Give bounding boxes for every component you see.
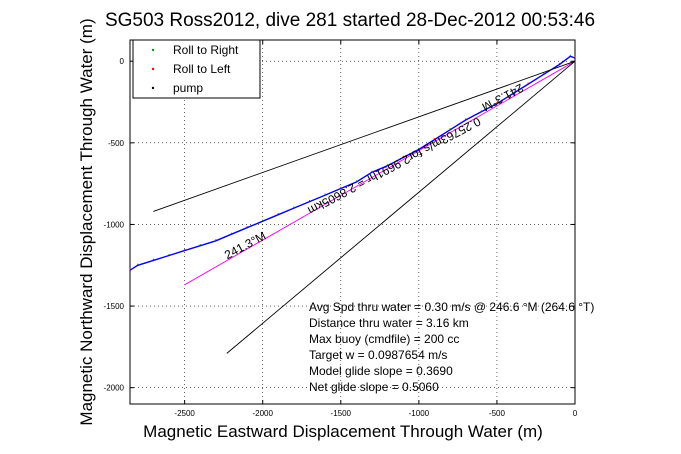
legend-marker <box>151 67 155 71</box>
y-axis-label: Magnetic Northward Displacement Through … <box>77 18 96 425</box>
track-point <box>402 155 404 158</box>
legend-label: Roll to Left <box>173 62 231 76</box>
track-point <box>433 137 436 140</box>
series-line-2 <box>153 60 576 212</box>
track-point <box>480 110 482 112</box>
track-point <box>340 186 342 189</box>
annotation-text: 0.25763m/s for2.9691hr = 2.8605km <box>305 114 483 217</box>
series-line-0 <box>129 55 576 271</box>
track-point <box>543 72 545 74</box>
track-point <box>569 54 571 56</box>
track-point <box>199 244 201 246</box>
track-point <box>184 248 186 251</box>
track-point <box>137 263 139 265</box>
stats-line: Max buoy (cmdfile) = 200 cc <box>309 332 459 346</box>
annotations: 241.3°M0.25763m/s for2.9691hr = 2.8605km… <box>222 81 526 262</box>
track-point <box>277 213 279 215</box>
track-point <box>465 118 467 120</box>
x-tick-label: -1500 <box>331 409 352 418</box>
track-point <box>215 239 217 241</box>
x-tick-label: -2000 <box>252 409 273 418</box>
track-point <box>129 268 131 270</box>
y-tick-label: -1000 <box>104 220 125 229</box>
data-series <box>129 54 576 354</box>
track-point <box>355 180 358 182</box>
y-tick-label: -2000 <box>104 384 125 393</box>
track-point <box>293 206 295 208</box>
plot-area <box>129 39 576 405</box>
stats-block: Avg Spd thru water = 0.30 m/s @ 246.6 °M… <box>309 300 594 394</box>
x-tick-label: -500 <box>489 409 506 418</box>
annotation-text: 241.3°M <box>480 81 526 114</box>
legend-label: Roll to Right <box>173 43 239 57</box>
x-tick-label: 0 <box>573 409 578 418</box>
track-point <box>574 56 576 58</box>
y-ticks: 0 -500 -1000 -1500 -2000 <box>104 57 575 393</box>
stats-line: Distance thru water = 3.16 km <box>309 316 469 330</box>
track-point <box>324 193 326 195</box>
track-point <box>230 232 233 234</box>
stats-line: Target w = 0.0987654 m/s <box>309 348 447 362</box>
legend-marker <box>151 48 155 52</box>
legend: Roll to Right Roll to Left pump <box>132 39 261 99</box>
chart-title: SG503 Ross2012, dive 281 started 28-Dec-… <box>105 10 595 31</box>
series-line-3 <box>226 60 576 354</box>
x-axis-label: Magnetic Eastward Displacement Through W… <box>143 422 543 441</box>
x-tick-label: -1000 <box>409 409 430 418</box>
track-point <box>496 102 498 104</box>
track-point <box>262 219 264 221</box>
stats-line: Net glide slope = 0.5060 <box>309 380 439 394</box>
y-tick-label: 0 <box>120 57 125 66</box>
legend-label: pump <box>173 81 203 95</box>
annotation-text: 241.3°M <box>222 229 268 262</box>
stats-line: Model glide slope = 0.3690 <box>309 364 453 378</box>
stats-line: Avg Spd thru water = 0.30 m/s @ 246.6 °M… <box>309 300 594 314</box>
legend-marker <box>151 86 155 90</box>
y-tick-label: -500 <box>108 139 125 148</box>
track-point <box>371 170 373 172</box>
track-point <box>168 253 170 256</box>
track-point <box>511 92 514 94</box>
track-point <box>527 82 529 84</box>
track-point <box>449 128 451 130</box>
track-point <box>558 62 560 65</box>
x-tick-label: -2500 <box>174 409 195 418</box>
track-point <box>152 258 155 260</box>
y-tick-label: -1500 <box>104 302 125 311</box>
track-point <box>387 164 389 166</box>
track-point <box>246 226 248 228</box>
track-point <box>308 199 311 202</box>
series-line-1 <box>184 60 576 286</box>
track-point <box>418 147 420 149</box>
